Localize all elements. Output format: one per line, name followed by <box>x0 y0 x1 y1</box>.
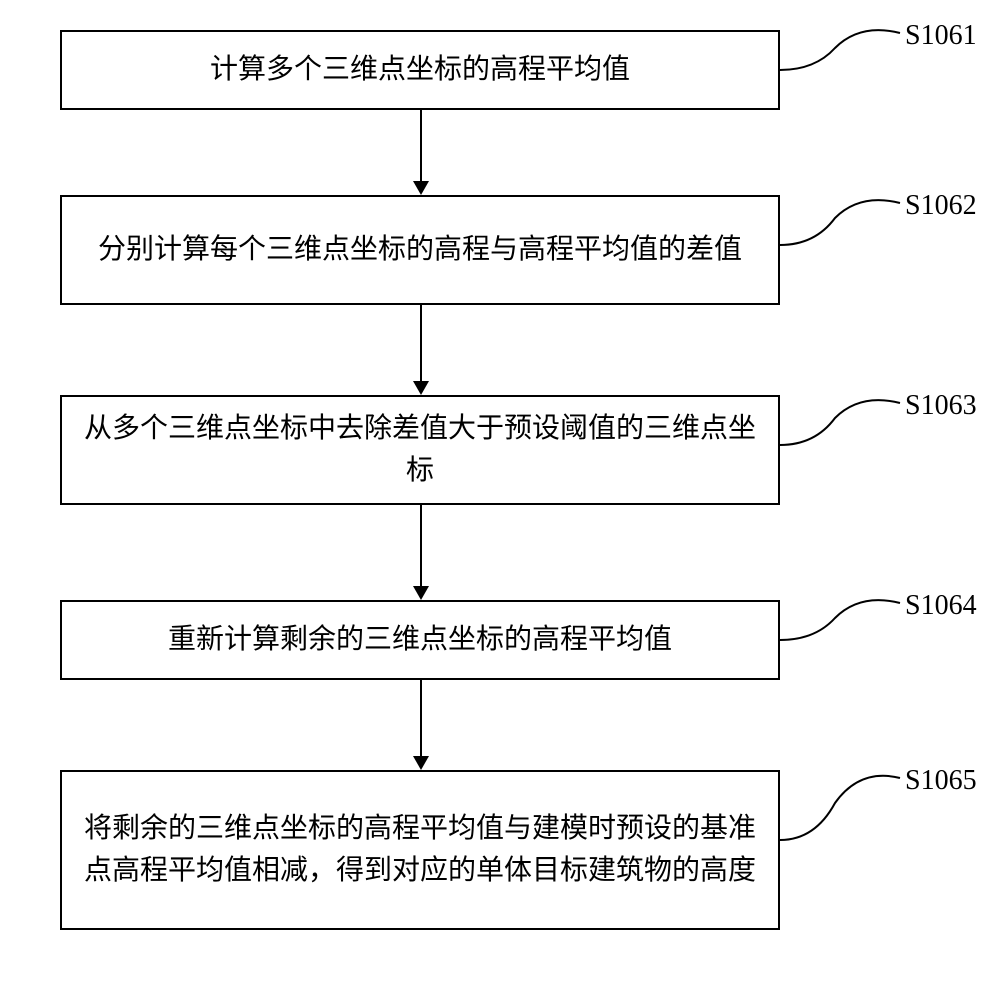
step-label: S1062 <box>905 190 977 222</box>
step-label: S1063 <box>905 390 977 422</box>
connector-curve <box>780 388 905 448</box>
step-label: S1061 <box>905 20 977 52</box>
flowchart-node: 将剩余的三维点坐标的高程平均值与建模时预设的基准点高程平均值相减，得到对应的单体… <box>60 770 780 930</box>
arrow-line <box>420 505 422 587</box>
connector-curve <box>780 18 905 78</box>
flowchart-container: 计算多个三维点坐标的高程平均值 S1061 分别计算每个三维点坐标的高程与高程平… <box>0 0 1000 996</box>
connector-curve <box>780 188 905 248</box>
node-text: 从多个三维点坐标中去除差值大于预设阈值的三维点坐标 <box>82 408 758 492</box>
arrow-head <box>413 181 429 195</box>
arrow-line <box>420 110 422 182</box>
arrow-head <box>413 756 429 770</box>
node-text: 重新计算剩余的三维点坐标的高程平均值 <box>168 619 672 661</box>
arrow-line <box>420 305 422 382</box>
arrow-head <box>413 381 429 395</box>
flowchart-node: 重新计算剩余的三维点坐标的高程平均值 <box>60 600 780 680</box>
flowchart-node: 分别计算每个三维点坐标的高程与高程平均值的差值 <box>60 195 780 305</box>
connector-curve <box>780 588 905 648</box>
arrow-head <box>413 586 429 600</box>
arrow-line <box>420 680 422 757</box>
node-text: 计算多个三维点坐标的高程平均值 <box>210 49 630 91</box>
connector-curve <box>780 763 905 843</box>
node-text: 分别计算每个三维点坐标的高程与高程平均值的差值 <box>98 229 742 271</box>
step-label: S1064 <box>905 590 977 622</box>
step-label: S1065 <box>905 765 977 797</box>
flowchart-node: 计算多个三维点坐标的高程平均值 <box>60 30 780 110</box>
node-text: 将剩余的三维点坐标的高程平均值与建模时预设的基准点高程平均值相减，得到对应的单体… <box>82 808 758 892</box>
flowchart-node: 从多个三维点坐标中去除差值大于预设阈值的三维点坐标 <box>60 395 780 505</box>
